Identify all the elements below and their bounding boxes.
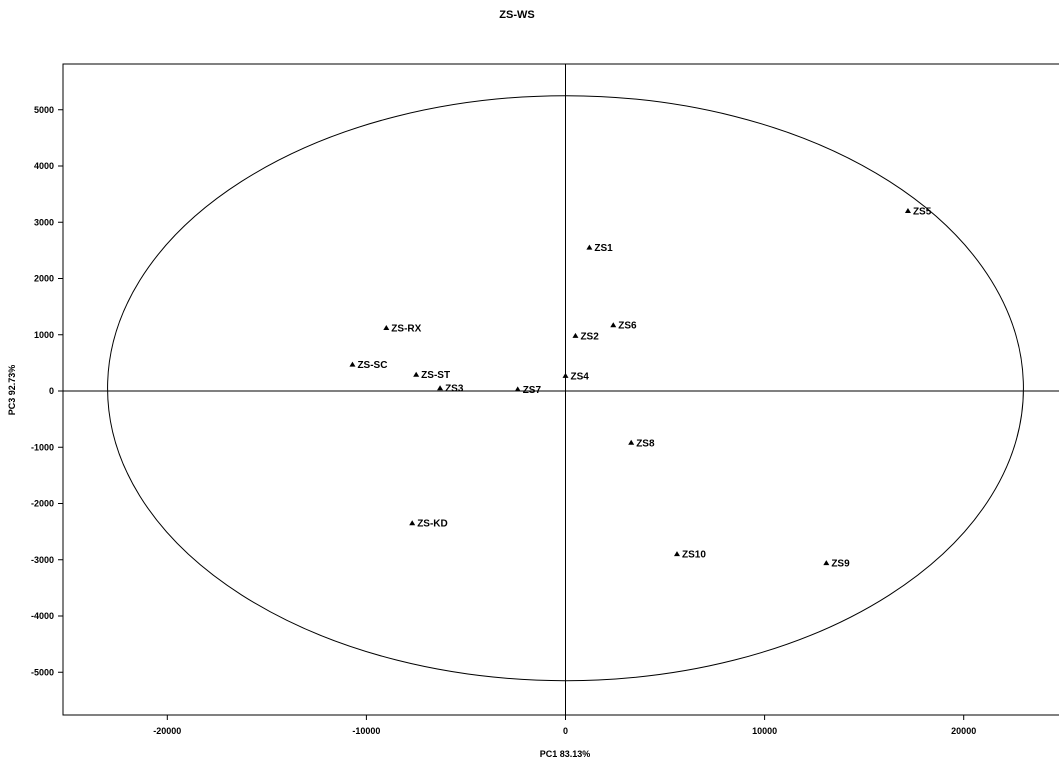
x-tick-label: 0 xyxy=(563,726,568,736)
data-point-marker xyxy=(349,361,356,367)
x-tick-label: 20000 xyxy=(951,726,976,736)
points-layer: ZS1 ZS2 ZS3 ZS4 ZS5 ZS6 ZS7 ZS8 ZS9 ZS10 ZS-RX ZS-S… xyxy=(349,207,932,570)
data-point-marker xyxy=(562,372,569,378)
data-point-label: ZS9 xyxy=(831,559,850,570)
data-point-label: ZS6 xyxy=(618,321,637,332)
confidence-ellipse xyxy=(107,95,1024,682)
data-point-label: ZS8 xyxy=(636,438,655,449)
data-point-marker xyxy=(610,322,617,328)
data-point-label: ZS2 xyxy=(580,331,599,342)
data-point-marker xyxy=(437,385,444,391)
ellipse-layer xyxy=(107,95,1024,682)
data-point-marker xyxy=(409,520,416,526)
y-tick-label: 5000 xyxy=(34,105,54,115)
y-tick-label: 0 xyxy=(49,386,54,396)
data-point-marker xyxy=(383,325,390,330)
x-axis-label: PC1 83.13% xyxy=(540,749,591,759)
data-point-label: ZS-KD xyxy=(417,519,448,530)
y-tick-label: 1000 xyxy=(34,330,54,340)
y-tick-label: -1000 xyxy=(31,442,54,452)
data-point-marker xyxy=(904,208,911,213)
data-point-label: ZS5 xyxy=(913,207,932,218)
y-tick-label: -2000 xyxy=(31,499,54,509)
y-tick-label: -5000 xyxy=(31,667,54,677)
data-point-label: ZS-ST xyxy=(421,370,450,381)
data-point-marker xyxy=(673,551,680,557)
data-point-label: ZS1 xyxy=(594,243,613,254)
data-point-marker xyxy=(586,244,593,250)
data-point-label: ZS4 xyxy=(571,371,590,382)
y-axis-label: PC3 92.73% xyxy=(7,365,17,416)
data-point-label: ZS3 xyxy=(445,384,464,395)
data-point-marker xyxy=(514,386,521,392)
ticks-layer: -20000 -10000 0 10000 2000050004000300020001… xyxy=(31,105,976,736)
data-point-marker xyxy=(628,439,635,445)
data-point-label: ZS-RX xyxy=(391,324,421,335)
data-point-marker xyxy=(413,371,420,377)
y-tick-label: 4000 xyxy=(34,161,54,171)
data-point-label: ZS7 xyxy=(523,385,542,396)
data-point-label: ZS-SC xyxy=(357,360,387,371)
y-tick-label: -4000 xyxy=(31,611,54,621)
data-point-marker xyxy=(823,560,830,566)
y-tick-label: 3000 xyxy=(34,217,54,227)
y-tick-label: -3000 xyxy=(31,555,54,565)
data-point-marker xyxy=(572,332,579,338)
plot-frame xyxy=(62,63,1059,716)
chart-title: ZS-WS xyxy=(499,9,534,21)
x-tick-label: 10000 xyxy=(752,726,777,736)
y-tick-label: 2000 xyxy=(34,274,54,284)
data-point-label: ZS10 xyxy=(682,550,706,561)
x-tick-label: -20000 xyxy=(153,726,181,736)
axes-layer xyxy=(63,64,1059,715)
x-tick-label: -10000 xyxy=(352,726,380,736)
